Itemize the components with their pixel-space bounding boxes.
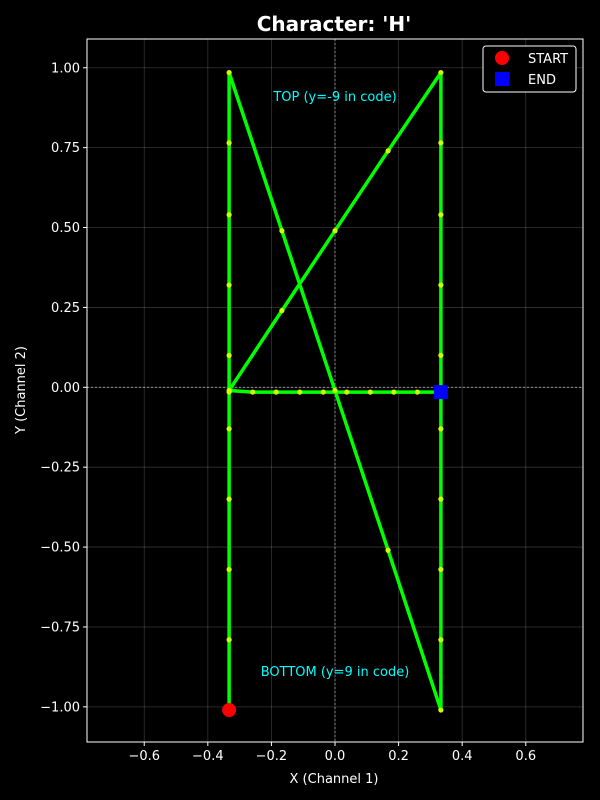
start-marker <box>222 703 237 718</box>
y-tick-label: 0.75 <box>51 141 80 156</box>
x-tick-label: −0.2 <box>256 749 288 764</box>
path-point <box>250 389 256 395</box>
path-point <box>320 389 326 395</box>
y-tick-label: 0.50 <box>51 221 80 236</box>
legend-label: START <box>528 52 568 67</box>
end-marker <box>433 385 448 400</box>
path-point <box>438 212 444 218</box>
path-point <box>226 637 232 643</box>
x-tick-label: −0.4 <box>192 749 224 764</box>
path-point <box>332 387 338 394</box>
annotations: TOP (y=-9 in code) BOTTOM (y=9 in code) <box>261 90 410 680</box>
path-point <box>226 140 232 146</box>
x-axis-label: X (Channel 1) <box>290 772 379 787</box>
path-point <box>226 282 232 288</box>
path-point <box>438 426 444 432</box>
path-point <box>279 308 285 314</box>
path-point <box>438 496 444 502</box>
x-tick-label: 0.2 <box>388 749 409 764</box>
path-point <box>226 387 232 394</box>
character-path <box>227 70 443 712</box>
path-point <box>226 496 232 502</box>
legend: START END <box>482 45 577 93</box>
path-point <box>438 637 444 643</box>
path-point <box>438 352 444 358</box>
path-point <box>438 566 444 573</box>
path-point <box>226 426 232 432</box>
annotation-text: TOP (y=-9 in code) <box>272 90 396 105</box>
x-tick-label: 0.0 <box>325 749 346 764</box>
annotation-text: BOTTOM (y=9 in code) <box>261 665 410 680</box>
path-point <box>438 707 444 713</box>
path-point <box>385 547 391 553</box>
path-point <box>226 352 232 358</box>
legend-label: END <box>528 73 556 88</box>
path-point <box>279 228 285 234</box>
path-point <box>297 389 303 395</box>
path-point <box>385 148 391 154</box>
start-end-markers <box>222 385 448 718</box>
y-axis-label: Y (Channel 2) <box>14 346 29 435</box>
y-tick-label: 0.00 <box>51 381 80 396</box>
legend-end-marker <box>495 72 509 86</box>
chart-title: Character: 'H' <box>257 12 412 36</box>
y-tick-label: 1.00 <box>51 61 80 76</box>
path-point <box>438 69 444 76</box>
path-point <box>367 389 373 395</box>
y-tick-label: −0.25 <box>40 461 80 476</box>
y-tick-label: −0.75 <box>40 620 80 635</box>
y-tick-label: −1.00 <box>40 700 80 715</box>
x-tick-label: −0.6 <box>128 749 160 764</box>
path-point <box>226 212 232 218</box>
path-point <box>438 282 444 288</box>
path-point <box>438 140 444 146</box>
path-point <box>332 228 338 234</box>
path-point <box>226 566 232 573</box>
path-point <box>226 69 232 76</box>
path-point <box>344 389 350 395</box>
axis-ticks: −0.6 −0.4 −0.2 0.0 0.2 0.4 0.6 −1.00 −0.75 −0.50 −… <box>40 61 536 764</box>
path-point <box>273 389 279 395</box>
path-point <box>414 389 420 395</box>
path-point <box>391 389 397 395</box>
y-tick-label: −0.50 <box>40 541 80 556</box>
legend-start-marker <box>495 51 509 65</box>
x-tick-label: 0.6 <box>515 749 536 764</box>
path-line <box>227 70 443 712</box>
y-tick-label: 0.25 <box>51 301 80 316</box>
x-tick-label: 0.4 <box>452 749 473 764</box>
